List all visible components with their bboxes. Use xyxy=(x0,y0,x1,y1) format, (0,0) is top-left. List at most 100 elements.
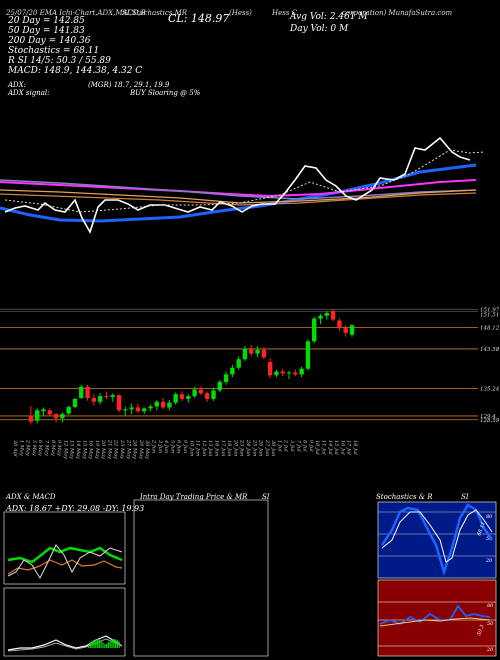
header-right-frag: Hess C xyxy=(272,9,298,17)
ma200-label: 200 Day = 140.36 xyxy=(8,36,91,46)
adx-readout: ADX: 18.67 +DY: 29.08 -DY: 19.93 xyxy=(6,504,145,513)
price-axis-label: 128.59 xyxy=(480,418,500,424)
candle-body xyxy=(186,396,191,399)
price-axis-label: 151.51 xyxy=(480,312,499,318)
date-tick-label: 18 Jun xyxy=(226,440,232,456)
macd-histogram-bar xyxy=(91,641,93,648)
macd-histogram-bar xyxy=(107,641,109,648)
stoch-si-label: SI xyxy=(461,493,469,501)
date-tick-label: 11 Jul xyxy=(321,440,327,455)
candle-body xyxy=(34,410,40,421)
candle-body xyxy=(110,395,115,398)
rsi-line xyxy=(379,604,491,626)
macd-histogram-bar xyxy=(115,639,117,648)
candle-body xyxy=(85,386,90,398)
date-tick-label: 7 Jul xyxy=(295,440,301,452)
candle-body xyxy=(330,311,336,320)
date-tick-label: 16 Jun xyxy=(213,440,219,456)
day-volume: Day Vol: 0 M xyxy=(290,24,349,34)
date-tick-label: 9 Jun xyxy=(182,440,188,453)
date-tick-label: 9 Jul xyxy=(308,440,314,452)
date-tick-label: 29 May xyxy=(138,439,144,459)
ema-magenta-line xyxy=(0,179,477,198)
date-tick-label: 4 Jun xyxy=(163,439,169,453)
date-tick-label: 14 May xyxy=(75,440,81,459)
candle-body xyxy=(97,396,103,402)
adx-signal-label: ADX signal: xyxy=(8,89,50,97)
candle-body xyxy=(66,406,71,414)
candle-body xyxy=(142,408,147,412)
date-tick-label: 27 May xyxy=(125,439,131,459)
macd-histogram-bar xyxy=(98,639,100,648)
date-tick-label: 9 May xyxy=(56,440,62,456)
macd-histogram-bar xyxy=(104,644,106,648)
adx-panel-title: ADX & MACD xyxy=(6,493,56,501)
candle-body xyxy=(41,409,46,412)
candle-body xyxy=(167,402,172,408)
candle-body xyxy=(211,390,216,399)
stoch-k-line xyxy=(380,503,494,577)
date-tick-label: 6 Jun xyxy=(176,440,182,453)
macd-signal-line xyxy=(7,638,123,652)
date-tick-label: 3 Jul xyxy=(289,440,295,452)
candle-body xyxy=(53,414,59,419)
date-tick-label: 23 Jun xyxy=(239,439,245,456)
macd-histogram-bar xyxy=(111,639,113,648)
date-tick-label: 2 May xyxy=(25,439,31,456)
adx-signal-value: BUY Sloaring @ 5% xyxy=(130,89,201,97)
candle-body xyxy=(160,401,166,408)
price-close-line xyxy=(4,136,471,234)
chart-header-mid: SI,Stochastics,MR xyxy=(122,9,188,17)
date-tick-label: 19 May xyxy=(94,440,100,459)
price-axis-label: 143.58 xyxy=(480,347,500,353)
candle-body xyxy=(217,381,222,391)
candle-body xyxy=(179,394,185,399)
candle-body xyxy=(116,395,122,411)
candle-body xyxy=(72,398,78,407)
date-tick-label: 13 Jun xyxy=(207,440,213,456)
date-tick-label: 1 May xyxy=(18,440,24,456)
macd-histogram-bar xyxy=(109,640,111,648)
date-tick-label: 16 May xyxy=(88,440,94,459)
intraday-si-label: SI xyxy=(262,493,270,501)
candle-body xyxy=(47,410,52,415)
candle-body xyxy=(148,406,153,409)
date-tick-label: 25 Jun xyxy=(251,439,257,456)
macd-histogram-bar xyxy=(95,639,97,648)
stoch-d-line xyxy=(381,509,493,563)
date-tick-label: 5 Jun xyxy=(169,440,175,453)
close-price: CL: 148.97 xyxy=(168,12,230,25)
candle-body xyxy=(192,389,197,397)
date-tick-label: 20 Jun xyxy=(232,439,238,456)
intraday-panel-frame xyxy=(133,499,269,657)
price-axis-label: 151.97 xyxy=(480,307,500,313)
date-tick-label: 6 May xyxy=(37,440,43,456)
candle-body xyxy=(274,371,279,376)
candle-body xyxy=(305,341,311,369)
date-tick-label: 30 Jun xyxy=(270,440,276,456)
date-tick-label: 15 May xyxy=(81,440,87,459)
candle-body xyxy=(154,401,160,407)
adx-label: ADX: xyxy=(8,81,27,89)
price-axis-label: 135.24 xyxy=(480,386,500,392)
rsi-signal-line xyxy=(379,617,491,627)
candle-body xyxy=(337,320,342,329)
date-tick-label: 1 Jul xyxy=(276,440,282,452)
candle-body xyxy=(223,374,229,382)
candle-body xyxy=(204,393,210,399)
candle-body xyxy=(28,415,34,422)
avg-volume: Avg Vol: 2.461 M xyxy=(290,12,368,22)
date-tick-label: 5 May xyxy=(31,440,37,456)
date-tick-label: 3 Jun xyxy=(157,440,163,453)
macd-histogram-bar xyxy=(113,639,115,648)
candle-body xyxy=(324,312,330,316)
macd-line xyxy=(7,635,123,651)
corp-label: corporation) MunafaSutra.com xyxy=(342,9,453,17)
macd-histogram-bar xyxy=(118,641,120,648)
candle-body xyxy=(318,315,323,319)
candle-body xyxy=(349,325,355,335)
stoch-tick-label: 50 xyxy=(486,536,493,542)
stoch-tick-label: 80 xyxy=(486,514,493,520)
date-tick-label: 10 Jul xyxy=(314,440,320,455)
